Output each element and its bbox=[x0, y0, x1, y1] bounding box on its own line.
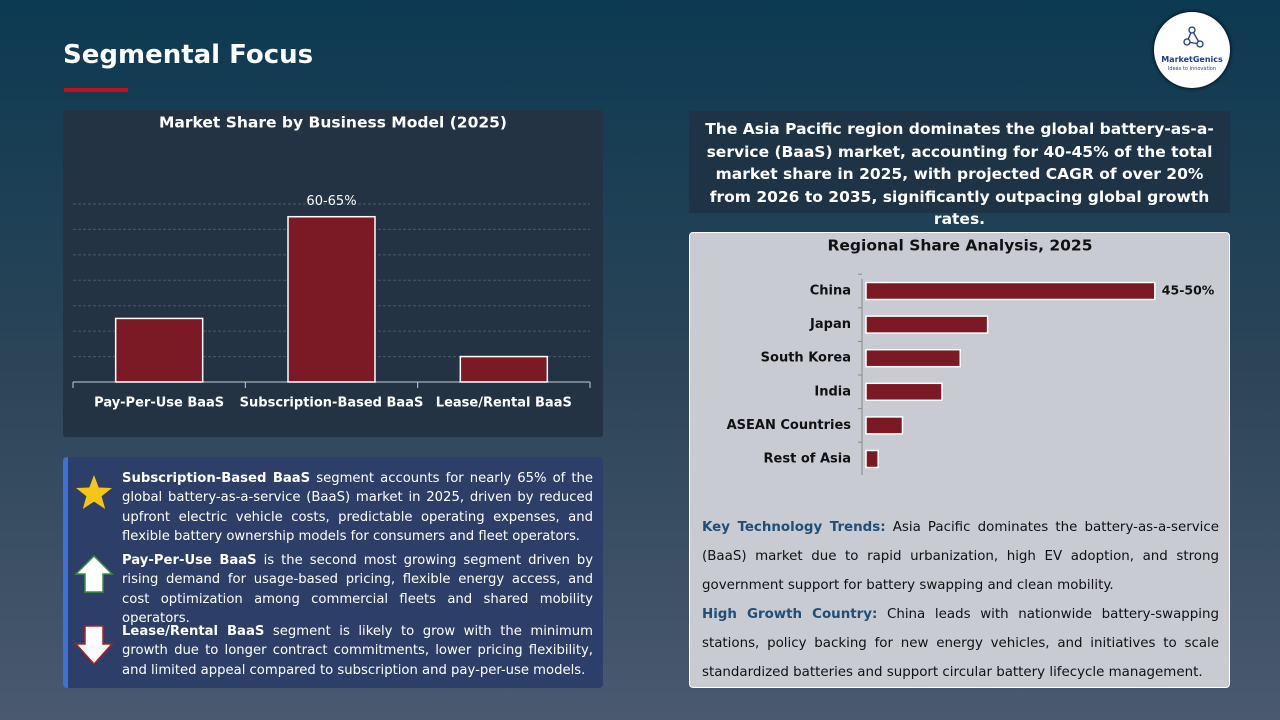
insight: Subscription-Based BaaS segment accounts… bbox=[122, 469, 593, 546]
logo-name: MarketGenics bbox=[1161, 55, 1223, 64]
chart-panel: Regional Share Analysis, 2025 China 45-50%… bbox=[689, 232, 1230, 688]
trend-lead: High Growth Country: bbox=[702, 607, 878, 622]
summary-box: The Asia Pacific region dominates the gl… bbox=[689, 111, 1230, 228]
bar bbox=[865, 348, 961, 368]
bar bbox=[287, 215, 376, 383]
bar bbox=[114, 317, 204, 383]
insight: Lease/Rental BaaS segment is likely to g… bbox=[122, 622, 593, 680]
value-label: 60-65% bbox=[306, 194, 356, 209]
insight-lead: Subscription-Based BaaS bbox=[122, 471, 311, 486]
down-arrow-icon bbox=[74, 625, 114, 666]
insight-lead: Lease/Rental BaaS bbox=[122, 624, 265, 639]
bar bbox=[865, 281, 1156, 301]
chart-title: Regional Share Analysis, 2025 bbox=[827, 237, 1092, 255]
logo: MarketGenics Ideas to Innovation bbox=[1154, 12, 1230, 88]
bar bbox=[865, 382, 943, 402]
bar bbox=[459, 355, 549, 383]
page-title: Segmental Focus bbox=[63, 40, 314, 70]
chart-panel: Market Share by Business Model (2025) Pay… bbox=[63, 110, 603, 437]
bar bbox=[865, 315, 989, 334]
y-tick-label: India bbox=[814, 384, 851, 399]
x-tick-label: Subscription-Based BaaS bbox=[240, 396, 424, 411]
y-tick-label: Rest of Asia bbox=[764, 452, 851, 467]
y-tick-label: Japan bbox=[809, 317, 851, 332]
y-tick-label: China bbox=[810, 284, 851, 299]
insight-text: segment is likely to grow with the minim… bbox=[122, 624, 593, 678]
insight: Pay-Per-Use BaaS is the second most grow… bbox=[122, 551, 593, 628]
x-tick-label: Pay-Per-Use BaaS bbox=[94, 396, 224, 411]
icons bbox=[74, 475, 114, 666]
bar bbox=[865, 416, 904, 435]
x-tick-label: Lease/Rental BaaS bbox=[436, 396, 572, 411]
y-tick-label: ASEAN Countries bbox=[727, 418, 852, 433]
chart: Market Share by Business Model (2025) Pay… bbox=[72, 114, 591, 411]
title-underline bbox=[64, 88, 128, 92]
insight-lead: Pay-Per-Use BaaS bbox=[122, 553, 257, 568]
trend-text: Asia Pacific dominates the battery-as-a-… bbox=[702, 520, 1219, 593]
insights-panel: Subscription-Based BaaS segment accounts… bbox=[63, 457, 603, 688]
trend: Key Technology Trends: Asia Pacific domi… bbox=[702, 513, 1219, 600]
y-tick-label: South Korea bbox=[761, 351, 851, 366]
chart-title: Market Share by Business Model (2025) bbox=[159, 114, 507, 132]
chart: Regional Share Analysis, 2025 China 45-50%… bbox=[727, 237, 1215, 475]
trend-lead: Key Technology Trends: bbox=[702, 520, 886, 535]
trend: High Growth Country: China leads with na… bbox=[702, 600, 1219, 687]
bar bbox=[865, 449, 879, 469]
insight-text: segment accounts for nearly 65% of the g… bbox=[122, 471, 593, 544]
value-label: 45-50% bbox=[1162, 283, 1215, 298]
logo-icon bbox=[1183, 26, 1204, 48]
star-icon bbox=[76, 475, 112, 509]
logo-tagline: Ideas to Innovation bbox=[1167, 66, 1217, 72]
trend-text: China leads with nationwide battery-swap… bbox=[702, 607, 1219, 680]
insight-text: is the second most growing segment drive… bbox=[122, 553, 593, 626]
up-arrow-icon bbox=[74, 554, 114, 593]
